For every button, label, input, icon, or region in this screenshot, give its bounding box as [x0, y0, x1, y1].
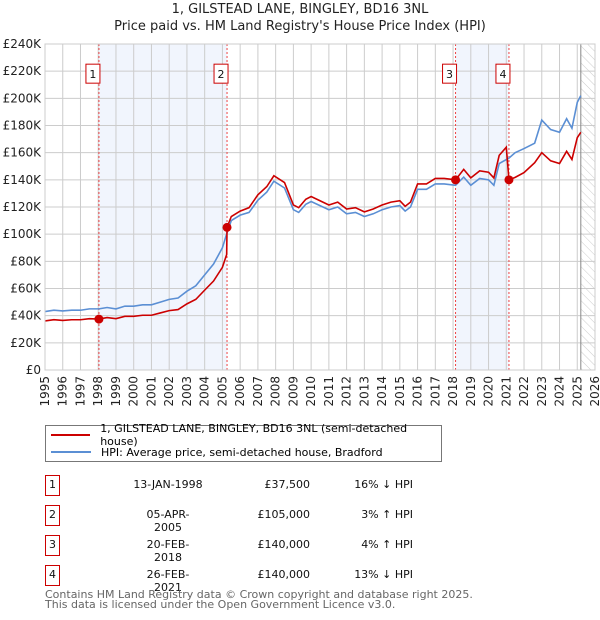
sale-date: 05-APR-2005	[146, 508, 190, 534]
x-tick-label: 2009	[286, 376, 300, 407]
y-tick-label: £240K	[3, 37, 43, 51]
sale-label-box	[213, 63, 229, 84]
sale-price: £37,500	[264, 478, 311, 491]
sale-date: 26-FEB-2021	[146, 568, 190, 594]
x-tick-label: 2018	[446, 376, 460, 407]
x-tick-label: 2005	[215, 376, 229, 407]
x-tick-label: 1999	[109, 376, 123, 407]
x-tick-label: 2016	[411, 376, 425, 407]
sale-label-box	[442, 63, 458, 84]
legend-swatch	[51, 451, 91, 453]
x-tick-label: 2024	[553, 376, 567, 407]
y-tick-label: £60K	[10, 282, 42, 296]
sale-date: 20-FEB-2018	[146, 538, 190, 564]
sale-number-badge: 3	[45, 535, 60, 556]
sale-hpi-delta: 4% ↑ HPI	[361, 538, 413, 551]
hpi-line	[44, 95, 582, 313]
x-tick-label: 2002	[162, 376, 176, 407]
y-tick-label: £80K	[10, 254, 42, 268]
y-tick-label: £120K	[3, 200, 43, 214]
chart: 1995 1996 1997 1998 1999 2000 2001 2002 2003 2004…	[3, 37, 600, 407]
x-tick-label: 2012	[340, 376, 354, 407]
sale-point	[222, 222, 232, 232]
sale-label: 3	[446, 68, 453, 81]
x-tick-label: 2006	[233, 376, 247, 407]
x-tick-label: 2026	[588, 376, 600, 407]
plot-border	[44, 43, 596, 371]
x-tick-label: 2025	[570, 376, 584, 407]
x-tick-label: 2017	[428, 376, 442, 407]
sale-label-box	[85, 63, 101, 84]
chart-title: 1, GILSTEAD LANE, BINGLEY, BD16 3NL	[171, 2, 429, 17]
sale-price: £105,000	[257, 508, 311, 521]
x-tick-label: 2010	[304, 376, 318, 407]
legend-label: HPI: Average price, semi-detached house,…	[101, 445, 383, 459]
x-tick-label: 2022	[517, 376, 531, 407]
x-tick-label: 2015	[393, 376, 407, 407]
x-tick-label: 2000	[127, 376, 141, 407]
legend-label: 1, GILSTEAD LANE, BINGLEY, BD16 3NL (sem…	[100, 422, 408, 448]
sale-point	[94, 314, 104, 324]
sale-date: 13-JAN-1998	[133, 478, 203, 491]
x-tick-label: 2023	[535, 376, 549, 407]
legend-item-hpi: HPI: Average price, semi-detached house,…	[51, 444, 383, 460]
y-tick-label: £200K	[3, 91, 43, 105]
x-tick-label: 1995	[38, 376, 52, 407]
legend: 1, GILSTEAD LANE, BINGLEY, BD16 3NL (sem…	[45, 422, 442, 462]
sale-point	[451, 175, 461, 185]
footer-line: This data is licensed under the Open Gov…	[45, 598, 396, 611]
x-tick-label: 1997	[73, 376, 87, 407]
y-tick-label: £100K	[3, 227, 43, 241]
sale-label: 2	[218, 68, 225, 81]
x-tick-label: 1996	[56, 376, 70, 407]
chart-subtitle: Price paid vs. HM Land Registry's House …	[114, 19, 486, 34]
x-tick-label: 2014	[375, 376, 389, 407]
x-tick-label: 1998	[91, 376, 105, 407]
sale-label: 4	[499, 68, 506, 81]
x-tick-label: 2013	[357, 376, 371, 407]
x-tick-label: 2003	[180, 376, 194, 407]
y-tick-label: £40K	[10, 309, 42, 323]
sale-number-badge: 4	[45, 565, 60, 586]
sale-hpi-delta: 13% ↓ HPI	[354, 568, 413, 581]
y-tick-label: £0	[26, 363, 41, 377]
sale-price: £140,000	[257, 538, 311, 551]
x-tick-label: 2008	[269, 376, 283, 407]
sale-hpi-delta: 16% ↓ HPI	[354, 478, 413, 491]
footer: Contains HM Land Registry data © Crown c…	[45, 588, 473, 611]
sale-point	[504, 175, 514, 185]
x-tick-label: 2011	[322, 376, 336, 407]
legend-swatch	[51, 434, 91, 436]
x-tick-label: 2004	[198, 376, 212, 407]
sale-number-badge: 1	[45, 475, 60, 496]
y-tick-label: £220K	[3, 64, 43, 78]
y-tick-label: £20K	[10, 336, 42, 350]
x-tick-label: 2007	[251, 376, 265, 407]
x-tick-label: 2020	[482, 376, 496, 407]
x-tick-label: 2019	[464, 376, 478, 407]
sale-number-badge: 2	[45, 505, 60, 526]
property-price-line	[44, 131, 582, 322]
y-tick-label: £140K	[3, 173, 43, 187]
x-tick-label: 2021	[499, 376, 513, 407]
sale-label: 1	[89, 68, 96, 81]
footer-line: Contains HM Land Registry data © Crown c…	[45, 588, 473, 601]
y-tick-label: £160K	[3, 146, 43, 160]
sale-price: £140,000	[257, 568, 311, 581]
sale-hpi-delta: 3% ↑ HPI	[361, 508, 413, 521]
y-tick-label: £180K	[3, 119, 43, 133]
legend-item-property: 1, GILSTEAD LANE, BINGLEY, BD16 3NL (sem…	[51, 422, 441, 448]
x-tick-label: 2001	[144, 376, 158, 407]
sale-label-box	[495, 63, 511, 84]
